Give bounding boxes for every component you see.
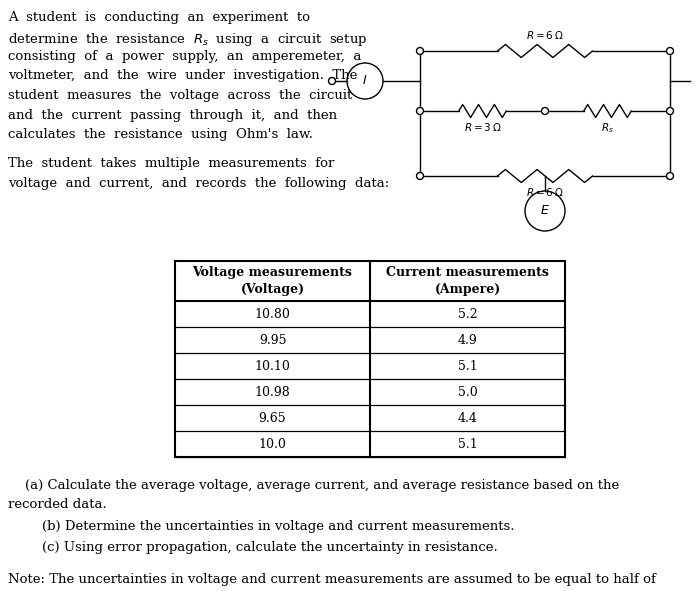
Text: 4.9: 4.9 xyxy=(458,333,477,346)
Text: and  the  current  passing  through  it,  and  then: and the current passing through it, and … xyxy=(8,109,337,122)
Text: student  measures  the  voltage  across  the  circuit: student measures the voltage across the … xyxy=(8,89,352,102)
Text: $E$: $E$ xyxy=(540,204,550,217)
Text: 5.2: 5.2 xyxy=(458,307,477,320)
Text: 9.95: 9.95 xyxy=(259,333,286,346)
Text: (b) Determine the uncertainties in voltage and current measurements.: (b) Determine the uncertainties in volta… xyxy=(8,520,514,533)
Text: $R = 3\,\Omega$: $R = 3\,\Omega$ xyxy=(463,121,501,133)
Text: $I$: $I$ xyxy=(363,74,368,87)
Circle shape xyxy=(416,173,424,180)
Text: 5.0: 5.0 xyxy=(458,385,477,398)
Text: calculates  the  resistance  using  Ohm's  law.: calculates the resistance using Ohm's la… xyxy=(8,128,313,141)
Circle shape xyxy=(666,47,673,54)
Circle shape xyxy=(416,108,424,115)
Circle shape xyxy=(542,108,549,115)
Text: (a) Calculate the average voltage, average current, and average resistance based: (a) Calculate the average voltage, avera… xyxy=(8,479,620,492)
Text: The  student  takes  multiple  measurements  for: The student takes multiple measurements … xyxy=(8,157,335,170)
Text: Note: The uncertainties in voltage and current measurements are assumed to be eq: Note: The uncertainties in voltage and c… xyxy=(8,573,656,591)
Text: 10.80: 10.80 xyxy=(255,307,290,320)
Text: $R = 6\,\Omega$: $R = 6\,\Omega$ xyxy=(526,29,564,41)
Text: 5.1: 5.1 xyxy=(458,437,477,450)
Text: $R = 6\,\Omega$: $R = 6\,\Omega$ xyxy=(526,186,564,198)
Text: determine  the  resistance  $\boldsymbol{R_s}$  using  a  circuit  setup: determine the resistance $\boldsymbol{R_… xyxy=(8,31,368,47)
Text: 10.0: 10.0 xyxy=(258,437,286,450)
Text: 10.98: 10.98 xyxy=(255,385,290,398)
Text: 10.10: 10.10 xyxy=(255,359,290,372)
Text: 4.4: 4.4 xyxy=(458,411,477,424)
Text: voltmeter,  and  the  wire  under  investigation.  The: voltmeter, and the wire under investigat… xyxy=(8,70,358,83)
Text: (c) Using error propagation, calculate the uncertainty in resistance.: (c) Using error propagation, calculate t… xyxy=(8,541,498,554)
Text: Voltage measurements
(Voltage): Voltage measurements (Voltage) xyxy=(193,266,352,296)
Text: A  student  is  conducting  an  experiment  to: A student is conducting an experiment to xyxy=(8,11,310,24)
Text: 5.1: 5.1 xyxy=(458,359,477,372)
Text: voltage  and  current,  and  records  the  following  data:: voltage and current, and records the fol… xyxy=(8,177,389,190)
Text: $R_s$: $R_s$ xyxy=(601,121,614,135)
Circle shape xyxy=(416,47,424,54)
Circle shape xyxy=(666,173,673,180)
Text: Current measurements
(Ampere): Current measurements (Ampere) xyxy=(386,266,549,296)
Circle shape xyxy=(328,77,335,85)
Text: consisting  of  a  power  supply,  an  amperemeter,  a: consisting of a power supply, an amperem… xyxy=(8,50,361,63)
Text: recorded data.: recorded data. xyxy=(8,498,106,511)
Circle shape xyxy=(666,108,673,115)
Text: 9.65: 9.65 xyxy=(259,411,286,424)
Bar xyxy=(175,261,565,457)
